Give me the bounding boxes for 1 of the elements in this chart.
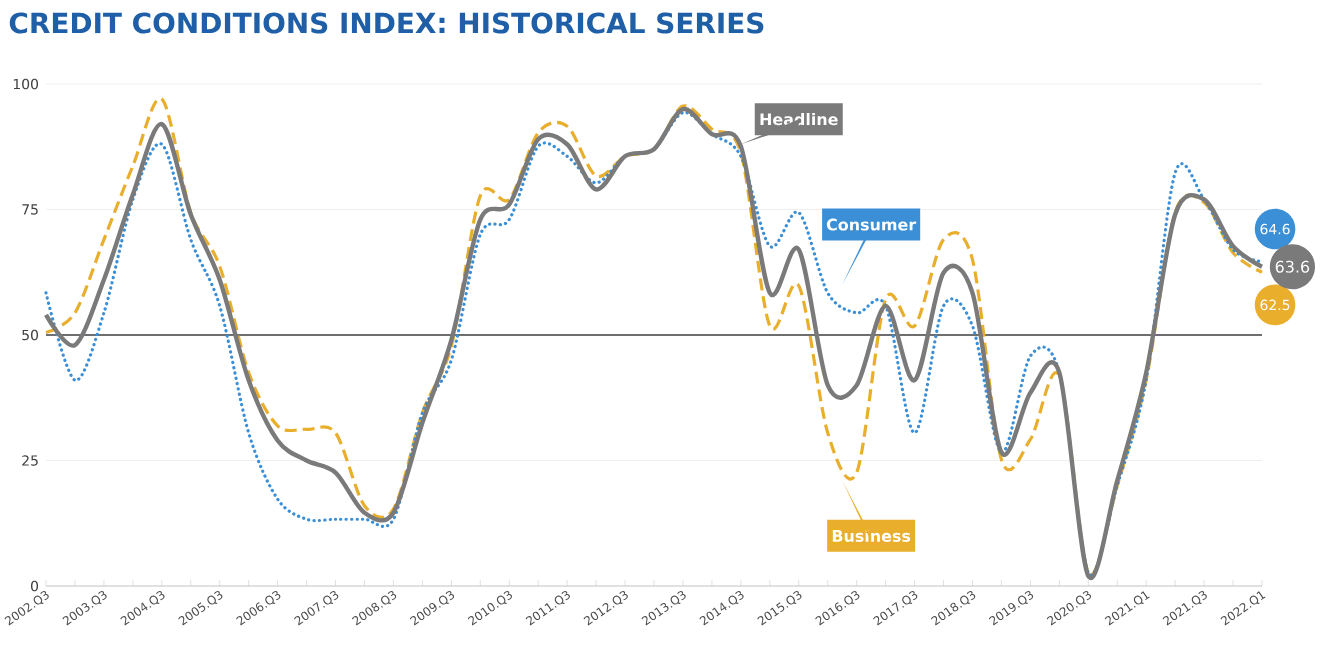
chart-title: CREDIT CONDITIONS INDEX: HISTORICAL SERIES: [9, 12, 764, 34]
